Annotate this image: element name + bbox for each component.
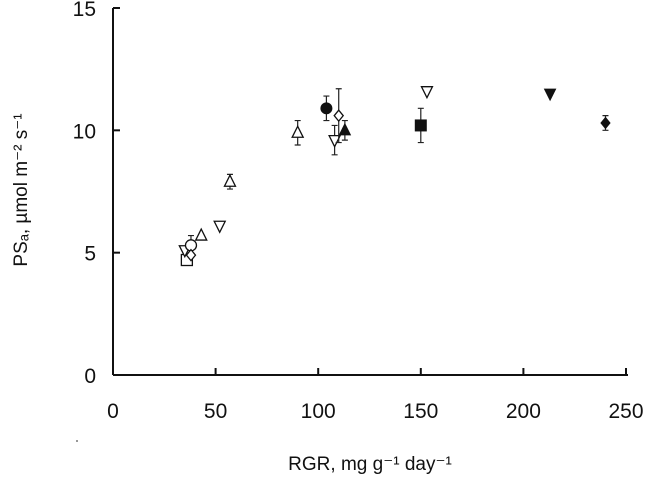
circle-filled-marker <box>320 102 333 115</box>
data-point <box>328 124 342 156</box>
triangle-up-open-marker <box>223 173 237 187</box>
y-tick-label: 10 <box>73 120 96 143</box>
data-point <box>338 119 352 141</box>
triangle-up-open-marker <box>194 227 208 241</box>
diamond-open-marker <box>333 109 345 123</box>
triangle-down-open-marker <box>328 134 342 149</box>
x-tick-label: 50 <box>204 400 227 423</box>
data-point <box>420 86 434 100</box>
data-points <box>178 86 611 267</box>
data-point <box>600 115 611 131</box>
triangle-down-open-marker <box>213 220 227 234</box>
y-axis-title: PSₐ, µmol m⁻² s⁻¹ <box>11 113 32 266</box>
x-tick-label: 0 <box>107 400 119 423</box>
data-point <box>194 227 208 241</box>
triangle-down-filled-marker <box>543 88 557 102</box>
data-point <box>414 107 427 144</box>
x-tick-label: 250 <box>608 400 643 423</box>
y-ticks: 0 5 10 15 <box>73 0 120 388</box>
data-point <box>543 88 557 102</box>
stray-dot <box>76 440 78 442</box>
triangle-up-open-marker <box>291 124 305 138</box>
triangle-down-open-marker <box>420 86 434 100</box>
square-filled-marker <box>414 119 427 132</box>
triangle-up-filled-marker <box>338 122 352 136</box>
axes <box>112 8 628 376</box>
data-point <box>185 248 197 262</box>
x-axis-title: RGR, mg g⁻¹ day⁻¹ <box>288 454 452 475</box>
diamond-filled-marker <box>600 116 611 130</box>
y-tick-label: 5 <box>84 243 96 266</box>
x-tick-label: 150 <box>403 400 438 423</box>
diamond-open-marker <box>185 248 197 262</box>
data-point <box>291 119 305 146</box>
x-tick-label: 200 <box>506 400 541 423</box>
x-tick-label: 100 <box>301 400 336 423</box>
data-point <box>320 95 333 122</box>
data-point <box>213 220 227 234</box>
y-tick-label: 15 <box>73 0 96 21</box>
data-point <box>333 88 345 144</box>
y-tick-label: 0 <box>84 365 96 388</box>
x-ticks: 0 50 100 150 200 250 <box>107 368 644 423</box>
data-point <box>223 173 237 190</box>
